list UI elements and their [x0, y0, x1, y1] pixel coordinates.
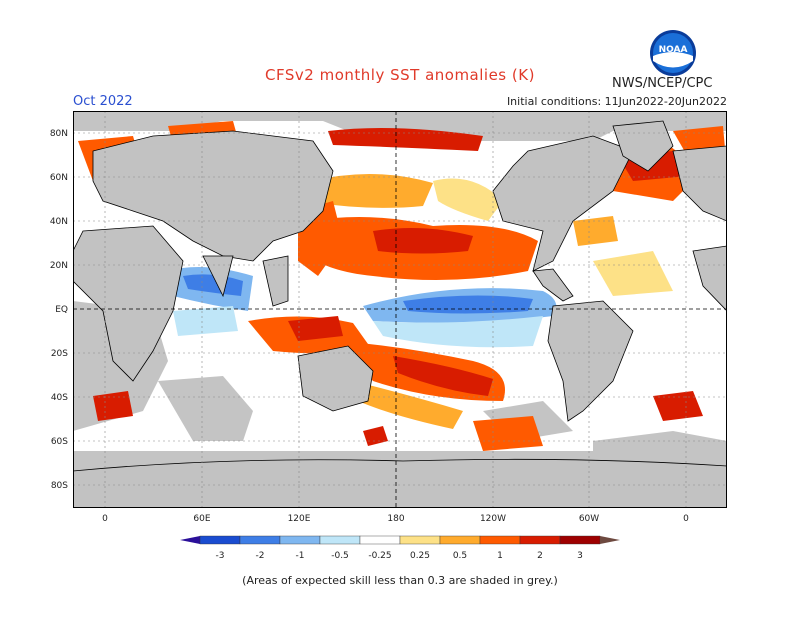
footnote: (Areas of expected skill less than 0.3 a… [242, 574, 558, 587]
lon-label: 0 [102, 514, 108, 524]
colorbar-label: -0.5 [331, 551, 349, 561]
lon-label: 60E [193, 514, 210, 524]
lat-label: 40S [51, 393, 68, 403]
colorbar-labels: -3 -2 -1 -0.5 -0.25 0.25 0.5 1 2 3 [216, 551, 583, 561]
logo-text: NOAA [659, 45, 688, 55]
colorbar-label: 0.5 [453, 551, 467, 561]
colorbar-label: 0.25 [410, 551, 430, 561]
lat-label: 80N [50, 129, 68, 139]
lat-label: 20S [51, 349, 68, 359]
lon-label: 120W [480, 514, 506, 524]
colorbar-label: -1 [296, 551, 305, 561]
colorbar-block [559, 535, 601, 545]
land [73, 120, 727, 508]
lon-label: 0 [683, 514, 689, 524]
north-pacific-warm-2 [313, 173, 433, 208]
equator-and-dateline [73, 111, 727, 508]
colorbar-block [479, 535, 521, 545]
north-pacific-strong [373, 227, 473, 254]
colorbar-end-high [600, 536, 620, 544]
colorbar-block [399, 535, 441, 545]
lat-label: 20N [50, 261, 68, 271]
colorbar-label: 2 [537, 551, 543, 561]
lat-label: 40N [50, 217, 68, 227]
initial-conditions: Initial conditions: 11Jun2022-20Jun2022 [506, 95, 727, 108]
antarctica [73, 458, 727, 508]
lat-label: 80S [51, 481, 68, 491]
australia [297, 345, 374, 412]
colorbar-end-low [180, 536, 200, 544]
colorbar-label: -2 [256, 551, 265, 561]
colorbar-block [359, 535, 401, 545]
latitude-axis: 80N 60N 40N 20N EQ 20S 40S 60S 80S [50, 129, 68, 491]
colorbar-block [199, 535, 241, 545]
arctic-warm [328, 127, 483, 151]
colorbar-block [279, 535, 321, 545]
lat-label: 60S [51, 437, 68, 447]
lon-label: 60W [579, 514, 599, 524]
colorbar-block [239, 535, 281, 545]
map-frame [73, 111, 727, 508]
agency-label: NWS/NCEP/CPC [612, 76, 713, 91]
colorbar-block [439, 535, 481, 545]
lon-label: 120E [288, 514, 311, 524]
greenland [612, 120, 674, 172]
africa [73, 225, 184, 382]
sst-anomaly-map [73, 111, 727, 508]
longitude-axis: 0 60E 120E 180 120W 60W 0 [102, 514, 689, 524]
colorbar-blocks [180, 535, 620, 545]
south-america [547, 300, 634, 422]
noaa-logo: NOAA [648, 28, 698, 78]
graticule [73, 111, 727, 508]
lon-label: 180 [387, 514, 404, 524]
colorbar-label: -3 [216, 551, 225, 561]
colorbar-label: 1 [497, 551, 503, 561]
colorbar-block [319, 535, 361, 545]
lat-label: 60N [50, 173, 68, 183]
lat-label: EQ [55, 305, 68, 315]
colorbar-label: -0.25 [368, 551, 391, 561]
chart-title: CFSv2 monthly SST anomalies (K) [265, 66, 535, 84]
forecast-period: Oct 2022 [73, 94, 133, 109]
colorbar-block [519, 535, 561, 545]
colorbar-label: 3 [577, 551, 583, 561]
eurasia [92, 130, 334, 262]
colorbar: -3 -2 -1 -0.5 -0.25 0.25 0.5 1 2 3 [180, 535, 620, 561]
